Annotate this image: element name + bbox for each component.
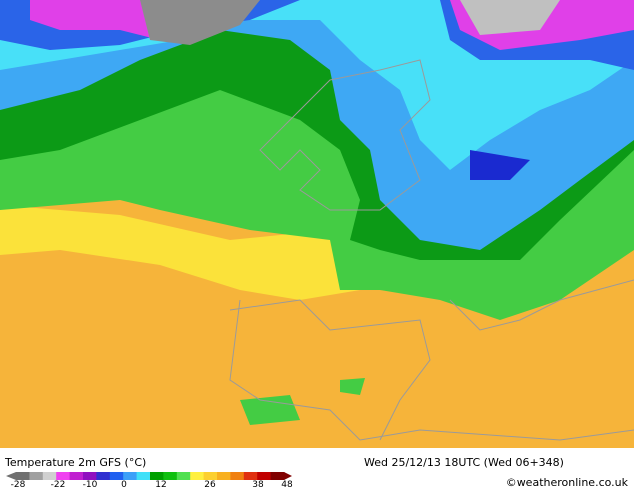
- colorbar-segment: [230, 472, 245, 480]
- colorbar-tick-label: -22: [51, 480, 66, 490]
- mild-zone: [0, 205, 360, 300]
- colorbar-segment: [176, 472, 191, 480]
- colorbar-segment: [69, 472, 84, 480]
- colorbar-segment: [217, 472, 231, 480]
- atlas-zone: [240, 395, 300, 425]
- valid-time: Wed 25/12/13 18UTC (Wed 06+348): [364, 456, 564, 469]
- colorbar-segment: [109, 472, 124, 480]
- colorbar-segment: [243, 472, 258, 480]
- colorbar-tick-label: -28: [11, 480, 26, 490]
- colorbar-segment: [56, 472, 71, 480]
- colorbar-segment: [163, 472, 178, 480]
- colorbar-arrow-right: [284, 472, 292, 480]
- colorbar-arrow-left: [6, 472, 16, 480]
- coastlines: [229, 59, 634, 441]
- colorbar-segment: [203, 472, 218, 480]
- colorbar: -28 -22 -10 0 12 26 38 48: [6, 472, 293, 490]
- colorbar-tick-label: 38: [252, 480, 264, 490]
- colorbar-tick-label: 48: [281, 480, 293, 490]
- colorbar-tick-label: -10: [83, 480, 98, 490]
- colorbar-segment: [29, 472, 44, 480]
- colorbar-segment: [257, 472, 272, 480]
- colorbar-segment: [42, 472, 57, 480]
- colorbar-segment: [16, 472, 30, 480]
- atlas-zone-2: [340, 378, 365, 395]
- footer: Temperature 2m GFS (°C) Wed 25/12/13 18U…: [4, 456, 629, 490]
- arctic-ice: [460, 0, 560, 35]
- colorbar-segment: [136, 472, 151, 480]
- colorbar-segment: [123, 472, 138, 480]
- credit: ©weatheronline.co.uk: [506, 476, 629, 489]
- colorbar-tick-label: 12: [155, 480, 166, 490]
- colorbar-tick-label: 0: [121, 480, 127, 490]
- colorbar-segment: [96, 472, 111, 480]
- colorbar-segment: [190, 472, 205, 480]
- map: [0, 0, 634, 448]
- greenland-ice: [140, 0, 260, 45]
- cold-pocket: [470, 150, 530, 180]
- map-title: Temperature 2m GFS (°C): [4, 456, 146, 469]
- colorbar-segment: [83, 472, 97, 480]
- colorbar-segment: [270, 472, 285, 480]
- colorbar-tick-label: 26: [204, 480, 216, 490]
- colorbar-segment: [150, 472, 164, 480]
